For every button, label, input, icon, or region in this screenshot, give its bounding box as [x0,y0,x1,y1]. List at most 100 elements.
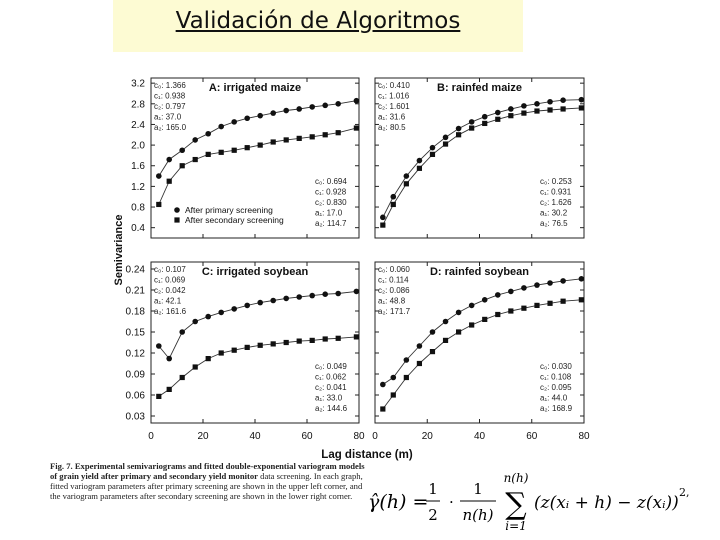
point-primary-a [244,115,250,122]
point-secondary-c [309,337,315,343]
point-secondary-d [416,360,423,367]
point-secondary-b [403,181,409,187]
point-secondary-c [283,339,289,346]
param-upper-b: c₂: 1.601 [378,102,410,111]
point-primary-b [508,106,514,112]
point-secondary-c [179,374,185,381]
formula-sum-symbol: ∑ [505,487,527,522]
param-upper-a: c₂: 0.797 [154,102,186,111]
point-primary-a [296,106,303,112]
formula-power: 2, [679,486,690,499]
point-secondary-d [534,302,540,308]
x-tick-label-c: 20 [197,431,209,442]
point-primary-d [442,318,449,325]
point-secondary-c [244,344,250,350]
param-lower-b: c₁: 0.931 [540,188,572,197]
point-secondary-c [270,341,276,347]
point-secondary-b [456,132,462,138]
legend-label-secondary: After secondary screening [185,215,284,225]
point-primary-a [192,137,198,143]
point-primary-c [218,309,224,316]
point-secondary-a [244,145,250,151]
point-secondary-d [469,322,475,328]
point-primary-b [416,157,423,164]
param-upper-a: c₁: 0.938 [154,92,186,101]
caption-bold: Fig. 7. Experimental semivariograms and … [50,461,365,481]
point-primary-c [296,294,303,300]
param-upper-b: a₁: 31.6 [378,113,406,122]
point-primary-b [481,113,488,120]
y-tick-label-a: 1.2 [131,182,145,193]
param-lower-a: c₀: 0.694 [315,177,347,186]
fit-line-c-primary [158,290,357,360]
point-secondary-d [482,316,488,322]
point-primary-b [560,97,566,103]
point-secondary-a [156,201,162,208]
point-primary-c [156,343,162,349]
param-upper-a: c₀: 1.366 [154,81,186,90]
point-secondary-c [335,335,341,341]
panel-title-d: D: rainfed soybean [430,266,529,278]
y-tick-label-a: 1.6 [131,161,145,172]
point-primary-a [205,130,211,137]
x-tick-label-c: 80 [353,431,365,442]
param-upper-b: c₁: 1.016 [378,92,410,101]
point-primary-c [179,329,185,335]
point-primary-d [455,309,462,316]
point-primary-b [390,193,397,200]
point-secondary-d [560,298,566,304]
param-lower-c: c₁: 0.062 [315,373,347,382]
point-secondary-a [218,149,224,155]
point-secondary-b [390,201,396,208]
point-primary-a [156,173,162,179]
y-tick-label-c: 0.09 [126,370,146,381]
y-axis-label: Semivariance [113,215,125,286]
point-secondary-b [578,105,584,111]
point-secondary-b [547,107,553,113]
point-primary-a [179,147,185,154]
panel-frame-d [374,261,585,424]
point-secondary-a [283,137,289,143]
fit-line-a-primary [158,100,357,177]
y-tick-label-a: 2.0 [131,141,145,152]
legend-marker-primary [174,207,180,213]
point-secondary-b [429,151,436,157]
point-primary-c [205,313,211,320]
point-secondary-b [495,116,501,122]
point-secondary-c [205,356,211,362]
param-upper-d: c₁: 0.114 [378,276,409,285]
point-secondary-b [380,222,386,228]
param-upper-a: a₁: 37.0 [154,113,182,122]
point-secondary-c [156,393,162,399]
point-secondary-c [218,350,224,356]
param-upper-c: c₁: 0.069 [154,276,186,285]
param-upper-d: c₀: 0.060 [378,265,410,274]
point-primary-a [283,107,290,114]
point-primary-b [494,109,501,116]
panel-title-a: A: irrigated maize [209,82,301,94]
point-secondary-c [296,338,302,344]
fit-line-d-primary [382,278,582,385]
param-lower-d: c₂: 0.095 [540,383,572,392]
point-primary-c [257,299,264,306]
point-secondary-a [309,134,315,140]
param-upper-d: a₂: 171.7 [378,307,411,316]
point-secondary-a [179,163,185,169]
panel-frame-b [374,77,585,239]
point-secondary-a [335,130,341,136]
point-secondary-c [166,386,172,392]
slide-title-box: Validación de Algoritmos [113,0,523,52]
formula-half-num: 1 [428,480,438,498]
param-upper-d: c₂: 0.086 [378,286,410,295]
point-primary-b [578,96,585,103]
point-primary-c [335,290,342,297]
y-tick-label-c: 0.03 [126,412,146,423]
panel-title-c: C: irrigated soybean [202,266,309,278]
param-lower-c: c₀: 0.049 [315,362,347,371]
point-secondary-d [508,308,514,314]
param-upper-b: c₀: 0.410 [378,81,410,90]
figure-caption: Fig. 7. Experimental semivariograms and … [50,461,368,501]
point-secondary-d [521,305,527,311]
point-primary-d [521,285,527,291]
point-secondary-b [508,113,514,119]
